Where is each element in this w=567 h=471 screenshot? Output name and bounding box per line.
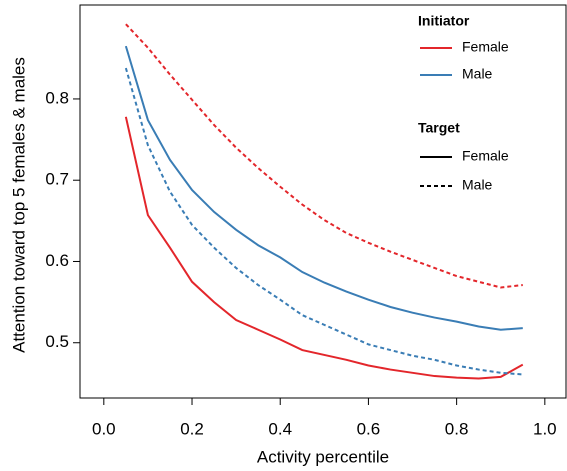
legend-label: Male: [462, 66, 493, 82]
y-tick-label: 0.7: [45, 170, 69, 189]
legend-label: Male: [462, 177, 493, 193]
x-tick-label: 0.2: [180, 419, 204, 438]
y-axis-label: Attention toward top 5 females & males: [9, 57, 28, 353]
series-line: [124, 67, 523, 376]
x-tick-label: 0.8: [445, 419, 469, 438]
y-tick-label: 0.5: [45, 332, 69, 351]
x-axis-label: Activity percentile: [257, 447, 389, 466]
legend-title: Target: [418, 120, 460, 136]
y-tick-label: 0.8: [45, 88, 69, 107]
x-tick-label: 0.6: [357, 419, 381, 438]
legend-label: Female: [462, 39, 509, 55]
x-tick-label: 0.4: [268, 419, 292, 438]
legend-label: Female: [462, 148, 509, 164]
legend-title: Initiator: [418, 13, 470, 29]
series-line: [124, 45, 523, 331]
x-tick-label: 1.0: [533, 419, 557, 438]
plot-frame: [79, 4, 567, 399]
x-tick-label: 0.0: [92, 419, 116, 438]
series-line: [124, 116, 524, 380]
series-line: [125, 23, 523, 289]
y-tick-label: 0.6: [45, 251, 69, 270]
